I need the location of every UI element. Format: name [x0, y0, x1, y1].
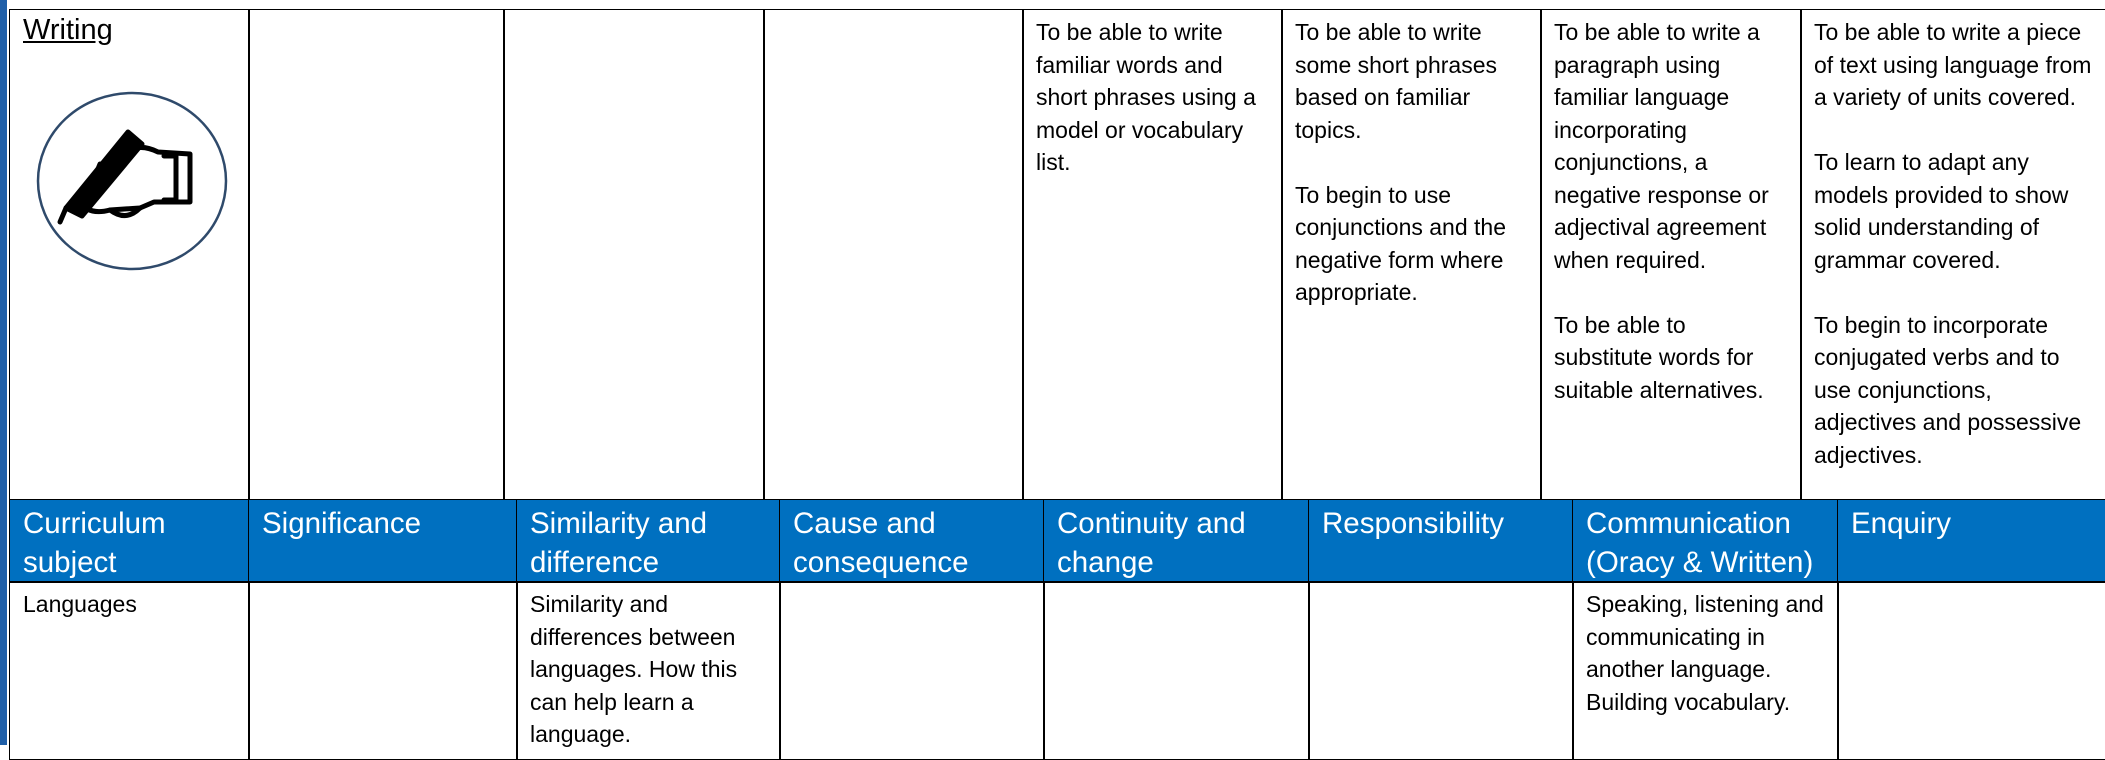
header-cell: Similarity and difference — [516, 499, 781, 583]
objective-cell: To be able to write a paragraph using fa… — [1540, 9, 1802, 501]
body-cell — [1837, 581, 2105, 760]
objective-cell — [503, 9, 765, 501]
body-cell: Languages — [9, 581, 250, 760]
header-cell: Communication (Oracy & Written) — [1572, 499, 1839, 583]
objective-text: To be able to write a piece of text usin… — [1814, 19, 2092, 110]
writing-icon — [36, 91, 228, 271]
objective-cell: To be able to write a piece of text usin… — [1800, 9, 2105, 501]
objective-cell: To be able to write some short phrases b… — [1281, 9, 1542, 501]
objective-text: To learn to adapt any models provided to… — [1814, 149, 2069, 273]
body-cell — [1308, 581, 1574, 760]
objective-text: To begin to incorporate conjugated verbs… — [1814, 311, 2082, 468]
objective-text: To be able to substitute words for suita… — [1554, 311, 1764, 403]
objective-text: To be able to write a paragraph using fa… — [1554, 19, 1769, 273]
objective-cell: To be able to write familiar words and s… — [1022, 9, 1283, 501]
body-cell — [248, 581, 518, 760]
objective-cell — [248, 9, 505, 501]
header-cell: Significance — [248, 499, 518, 583]
objective-text: To begin to use conjunctions and the neg… — [1295, 181, 1506, 306]
body-cell — [1043, 581, 1310, 760]
objective-cell — [763, 9, 1024, 501]
header-cell: Cause and consequence — [779, 499, 1045, 583]
body-cell — [779, 581, 1045, 760]
body-cell: Speaking, listening and communicating in… — [1572, 581, 1839, 760]
left-border — [0, 0, 7, 745]
writing-cell: Writing — [9, 9, 250, 501]
body-cell: Similarity and differences between langu… — [516, 581, 781, 760]
objective-text: To be able to write familiar words and s… — [1036, 19, 1256, 175]
section-title: Writing — [23, 14, 113, 46]
header-cell: Curriculum subject — [9, 499, 250, 583]
header-cell: Enquiry — [1837, 499, 2105, 583]
objective-text: To be able to write some short phrases b… — [1295, 19, 1497, 143]
header-cell: Responsibility — [1308, 499, 1574, 583]
header-cell: Continuity and change — [1043, 499, 1310, 583]
